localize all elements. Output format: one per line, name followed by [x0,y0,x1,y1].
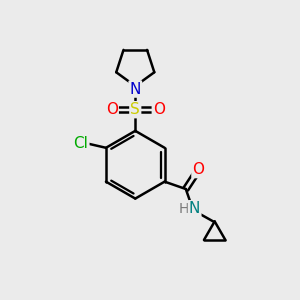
Text: N: N [189,201,200,216]
Text: S: S [130,102,140,117]
Text: H: H [178,202,189,216]
Text: Cl: Cl [74,136,88,151]
Text: O: O [193,162,205,177]
Text: O: O [106,102,118,117]
Text: O: O [153,102,165,117]
Text: N: N [130,82,141,97]
